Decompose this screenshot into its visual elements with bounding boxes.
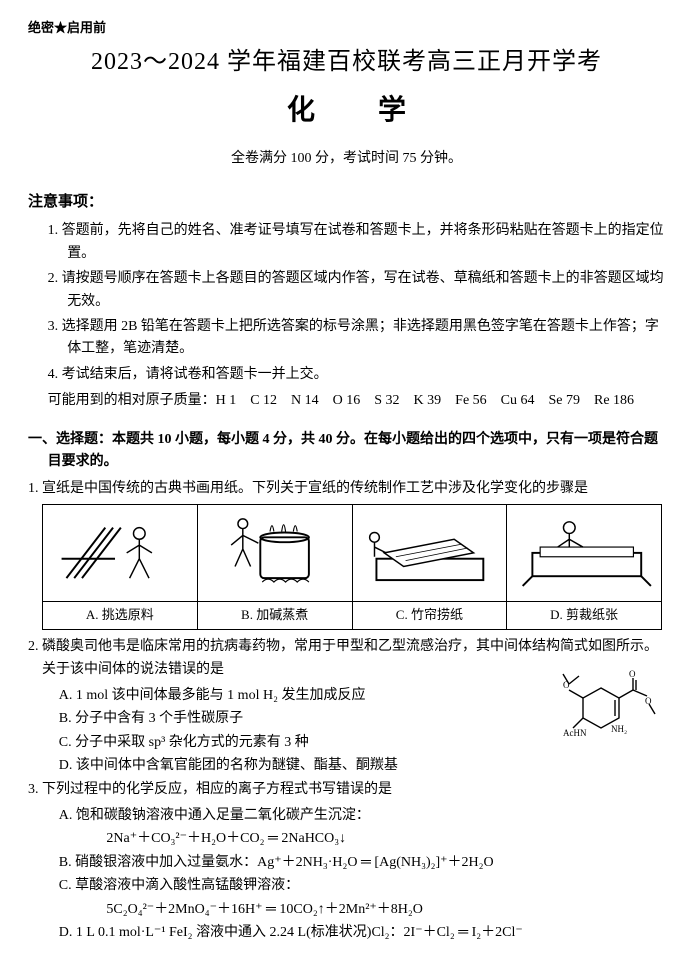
q3-options: A. 饱和碳酸钠溶液中通入足量二氧化碳产生沉淀： 2Na⁺＋CO₃²⁻＋H₂O＋… <box>28 805 665 944</box>
section-1-heading: 一、选择题：本题共 10 小题，每小题 4 分，共 40 分。在每小题给出的四个… <box>28 429 665 474</box>
boiling-icon <box>202 509 348 589</box>
q1-opt-d-label: D. 剪裁纸张 <box>507 602 662 630</box>
q1-opt-a-image <box>43 505 198 602</box>
molecule-structure-icon: O O O NH₂ AcHN <box>561 670 657 756</box>
exam-title: 2023～2024 学年福建百校联考高三正月开学考 <box>28 43 665 81</box>
svg-text:O: O <box>629 670 636 679</box>
q2-container: 2. 磷酸奥司他韦是临床常用的抗病毒药物，常用于甲型和乙型流感治疗，其中间体结构… <box>28 636 665 777</box>
raw-material-icon <box>47 509 193 589</box>
svg-text:O: O <box>563 680 570 690</box>
notice-item-4: 4. 考试结束后，请将试卷和答题卡一并上交。 <box>28 364 665 386</box>
exam-meta: 全卷满分 100 分，考试时间 75 分钟。 <box>28 148 665 170</box>
q1-opt-b-label: B. 加碱蒸煮 <box>197 602 352 630</box>
q1-opt-c-image <box>352 505 507 602</box>
q2-opt-d: D. 该中间体中含氧官能团的名称为醚键、酯基、酮羰基 <box>59 755 665 777</box>
q1-opt-a-label: A. 挑选原料 <box>43 602 198 630</box>
q3-opt-b: B. 硝酸银溶液中加入过量氨水：Ag⁺＋2NH₃·H₂O ═ [Ag(NH₃)₂… <box>59 852 665 874</box>
q1-options-table: A. 挑选原料 B. 加碱蒸煮 C. 竹帘捞纸 D. 剪裁纸张 <box>42 504 662 630</box>
q1-opt-c-label: C. 竹帘捞纸 <box>352 602 507 630</box>
atomic-masses: 可能用到的相对原子质量：H 1 C 12 N 14 O 16 S 32 K 39… <box>28 389 665 413</box>
notice-item-3: 3. 选择题用 2B 铅笔在答题卡上把所选答案的标号涂黑；非选择题用黑色签字笔在… <box>28 316 665 361</box>
q3-opt-a-eq: 2Na⁺＋CO₃²⁻＋H₂O＋CO₂ ═ 2NaHCO₃↓ <box>59 828 665 850</box>
notice-item-1: 1. 答题前，先将自己的姓名、准考证号填写在试卷和答题卡上，并将条形码粘贴在答题… <box>28 220 665 265</box>
q3-opt-c-eq: 5C₂O₄²⁻＋2MnO₄⁻＋16H⁺ ═ 10CO₂↑＋2Mn²⁺＋8H₂O <box>59 899 665 921</box>
q3-opt-c: C. 草酸溶液中滴入酸性高锰酸钾溶液： <box>59 875 665 897</box>
subject-title: 化 学 <box>28 89 665 134</box>
confidential-marker: 绝密★启用前 <box>28 18 665 39</box>
notice-heading: 注意事项： <box>28 190 665 214</box>
notice-item-2: 2. 请按题号顺序在答题卡上各题目的答题区域内作答，写在试卷、草稿纸和答题卡上的… <box>28 268 665 313</box>
q1-opt-d-image <box>507 505 662 602</box>
q3-opt-a: A. 饱和碳酸钠溶液中通入足量二氧化碳产生沉淀： <box>59 805 665 827</box>
q1-opt-b-image <box>197 505 352 602</box>
svg-text:AcHN: AcHN <box>563 728 587 738</box>
q3-stem: 3. 下列过程中的化学反应，相应的离子方程式书写错误的是 <box>28 779 665 801</box>
q1-stem: 1. 宣纸是中国传统的古典书画用纸。下列关于宣纸的传统制作工艺中涉及化学变化的步… <box>28 478 665 500</box>
cutting-icon <box>511 509 657 589</box>
scooping-icon <box>357 509 503 589</box>
q3-opt-d: D. 1 L 0.1 mol·L⁻¹ FeI₂ 溶液中通入 2.24 L(标准状… <box>59 922 665 944</box>
svg-text:NH₂: NH₂ <box>611 724 627 734</box>
